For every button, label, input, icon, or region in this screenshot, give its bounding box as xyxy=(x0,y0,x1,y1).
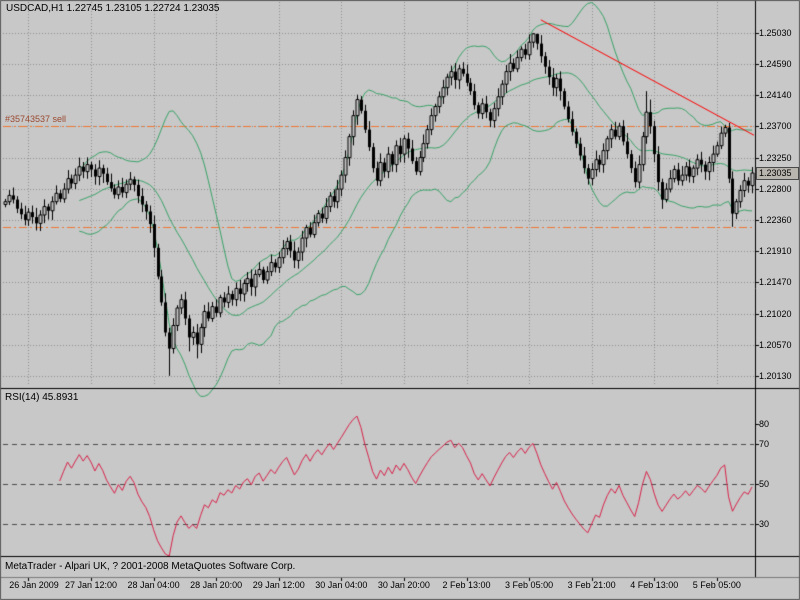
time-axis-label: 30 Jan 20:00 xyxy=(377,580,430,590)
rsi-axis-label: 30 xyxy=(759,519,770,529)
time-axis-label: 5 Feb 05:00 xyxy=(692,580,741,590)
rsi-axis-label: 80 xyxy=(759,419,770,429)
time-axis-label: 28 Jan 20:00 xyxy=(190,580,243,590)
rsi-axis[interactable]: 80 70 50 30 xyxy=(757,0,799,577)
price-axis-label: 1.21910 xyxy=(759,246,792,257)
price-axis-label: 1.25030 xyxy=(759,28,792,39)
time-axis-label: 30 Jan 04:00 xyxy=(315,580,368,590)
price-axis-label: 1.24140 xyxy=(759,90,792,101)
time-axis[interactable]: 26 Jan 2009 27 Jan 12:00 28 Jan 04:00 28 Ja… xyxy=(0,580,800,598)
time-axis-label: 27 Jan 12:00 xyxy=(64,580,118,590)
time-axis-label: 26 Jan 2009 xyxy=(9,580,59,590)
price-axis-label: 1.20130 xyxy=(759,370,792,381)
time-axis-label: 3 Feb 21:00 xyxy=(567,580,616,590)
time-axis-label: 2 Feb 13:00 xyxy=(442,580,491,590)
price-axis-label: 1.23250 xyxy=(759,152,792,163)
price-axis-label: 1.24590 xyxy=(759,58,792,69)
price-axis-label: 1.22360 xyxy=(759,214,792,225)
rsi-indicator-label: RSI(14) 45.8931 xyxy=(5,392,79,403)
price-axis-label: 1.20570 xyxy=(759,340,792,351)
time-axis-label: 29 Jan 12:00 xyxy=(252,580,305,590)
price-axis-label: 1.21470 xyxy=(759,277,792,288)
copyright-text: MetaTrader - Alpari UK, ? 2001-2008 Meta… xyxy=(5,561,296,572)
price-axis-label: 1.22800 xyxy=(759,184,792,195)
time-axis-label: 4 Feb 13:00 xyxy=(630,580,679,590)
time-axis-label: 3 Feb 05:00 xyxy=(505,580,554,590)
current-price-tag: 1.23035 xyxy=(756,166,799,180)
price-axis[interactable]: 1.25030 1.24590 1.24140 1.23700 1.23250 1.228… xyxy=(757,0,799,577)
order-sell-label: #35743537 sell xyxy=(5,114,67,125)
time-axis-label: 28 Jan 04:00 xyxy=(127,580,180,590)
rsi-axis-label: 70 xyxy=(759,439,770,449)
price-axis-label: 1.21020 xyxy=(759,308,792,319)
rsi-axis-label: 50 xyxy=(759,479,770,489)
chart-title: USDCAD,H1 1.22745 1.23105 1.22724 1.2303… xyxy=(6,3,220,14)
price-axis-label: 1.23700 xyxy=(759,121,792,132)
